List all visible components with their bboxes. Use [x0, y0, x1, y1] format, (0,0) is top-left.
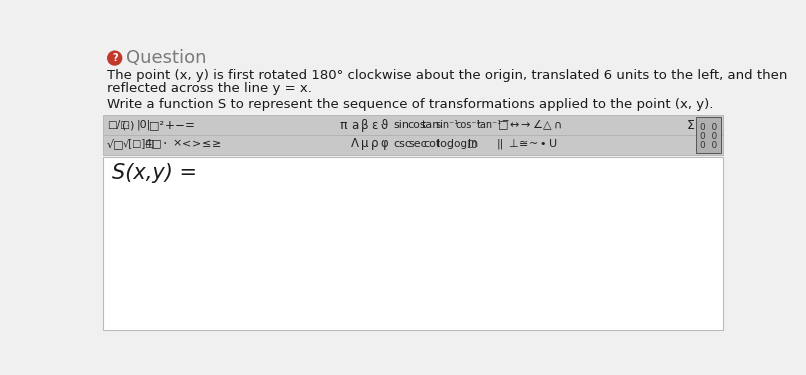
Text: ≅: ≅	[518, 138, 528, 148]
FancyBboxPatch shape	[103, 157, 723, 330]
Text: U: U	[550, 138, 558, 148]
Text: μ: μ	[361, 137, 368, 150]
Text: a: a	[351, 118, 359, 132]
Text: cos⁻¹: cos⁻¹	[455, 120, 481, 130]
Text: (·): (·)	[123, 120, 135, 130]
Text: sec: sec	[409, 138, 427, 148]
Text: 0  0: 0 0	[700, 132, 717, 141]
Text: ln: ln	[468, 138, 478, 148]
Text: Write a function S to represent the sequence of transformations applied to the p: Write a function S to represent the sequ…	[107, 98, 713, 111]
Text: log□: log□	[451, 138, 477, 148]
Text: 4□: 4□	[144, 138, 162, 148]
Text: ρ: ρ	[372, 137, 379, 150]
Text: Σ: Σ	[687, 118, 695, 132]
Text: cos: cos	[408, 120, 426, 130]
Text: −: −	[174, 118, 185, 132]
Text: ϑ: ϑ	[380, 118, 388, 132]
Text: <: <	[182, 138, 191, 148]
Text: ∠: ∠	[532, 120, 542, 130]
Text: ||: ||	[496, 138, 504, 149]
Text: π: π	[339, 118, 347, 132]
Text: Question: Question	[127, 49, 207, 67]
Text: sin⁻¹: sin⁻¹	[435, 120, 459, 130]
Text: ~: ~	[530, 138, 538, 148]
Text: S(x,y) =: S(x,y) =	[112, 163, 197, 183]
Text: •: •	[539, 138, 546, 148]
Text: log: log	[437, 138, 454, 148]
Text: →: →	[521, 120, 530, 130]
Text: ≥: ≥	[211, 138, 221, 148]
Text: √[□]□: √[□]□	[123, 138, 155, 148]
Text: sin: sin	[393, 120, 409, 130]
Text: >: >	[192, 138, 202, 148]
FancyBboxPatch shape	[696, 117, 721, 153]
Text: cot: cot	[423, 138, 440, 148]
Text: ⊥: ⊥	[508, 138, 517, 148]
Text: √□: √□	[107, 138, 125, 149]
Text: ↔: ↔	[510, 120, 519, 130]
Text: ≤: ≤	[202, 138, 211, 148]
Text: reflected across the line y = x.: reflected across the line y = x.	[107, 82, 312, 95]
Text: ?: ?	[112, 53, 118, 63]
Text: Λ: Λ	[351, 137, 359, 150]
Text: □/□: □/□	[107, 120, 130, 130]
Text: tan: tan	[422, 120, 440, 130]
Text: csc: csc	[393, 138, 412, 148]
Text: =: =	[185, 118, 194, 132]
Text: tan⁻¹: tan⁻¹	[476, 120, 502, 130]
Text: +: +	[164, 118, 174, 132]
Text: ∩: ∩	[554, 120, 562, 130]
Text: ε: ε	[372, 118, 377, 132]
Text: ·: ·	[163, 136, 167, 150]
Text: |0|: |0|	[136, 120, 151, 130]
FancyBboxPatch shape	[103, 115, 723, 155]
Text: 0  0: 0 0	[700, 141, 717, 150]
Text: 0  0: 0 0	[700, 123, 717, 132]
Circle shape	[108, 51, 122, 65]
Text: □²: □²	[149, 120, 164, 130]
Text: □̅: □̅	[497, 120, 508, 130]
Text: ×: ×	[172, 138, 181, 148]
Text: β: β	[361, 118, 369, 132]
Text: The point (x, y) is first rotated 180° clockwise about the origin, translated 6 : The point (x, y) is first rotated 180° c…	[107, 69, 787, 82]
Text: φ: φ	[380, 137, 388, 150]
Text: △: △	[542, 120, 551, 130]
